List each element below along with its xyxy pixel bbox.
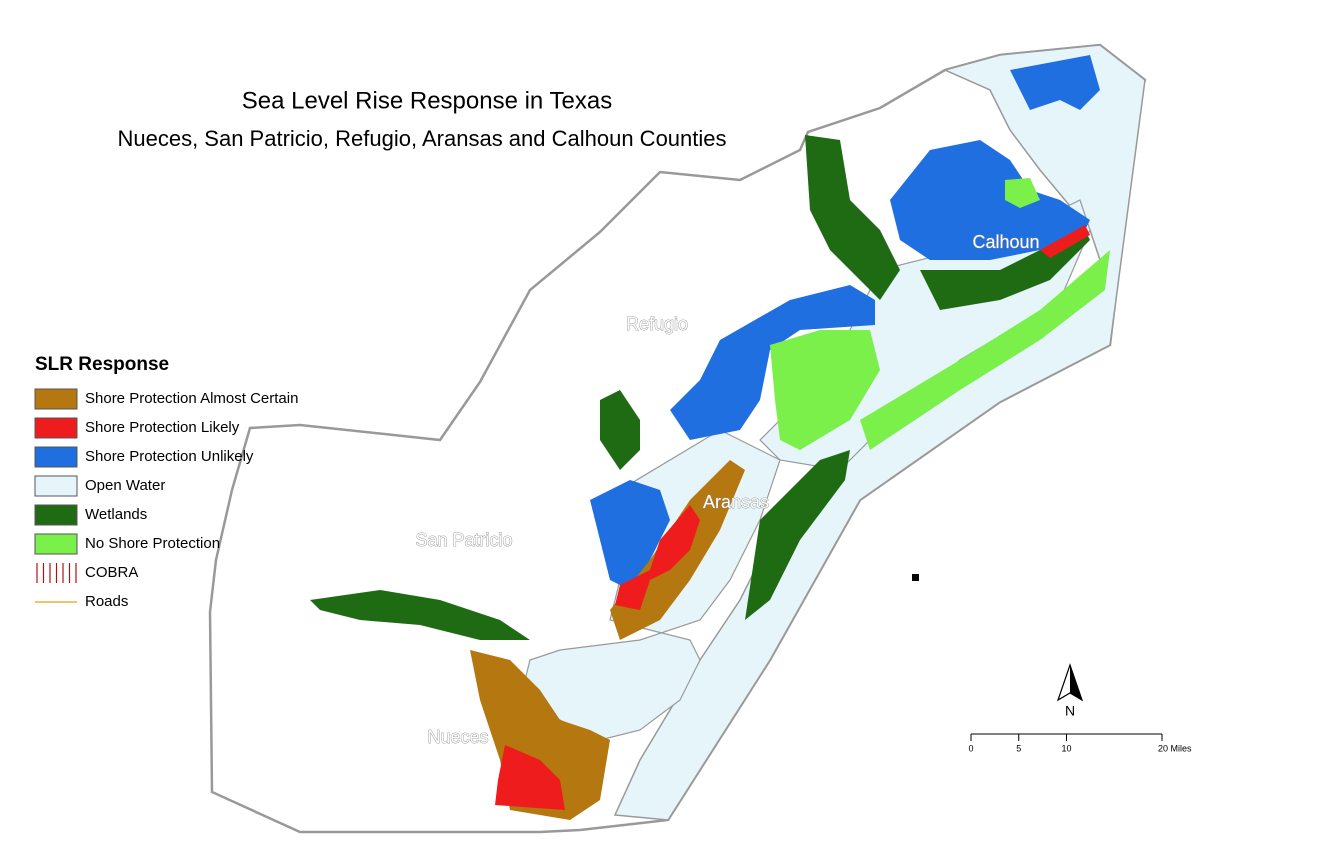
- legend-swatch: [34, 388, 78, 410]
- subtitle: Nueces, San Patricio, Refugio, Aransas a…: [117, 126, 726, 151]
- county-label: Aransas: [703, 492, 769, 512]
- shore-protection-unlikely: [890, 140, 1090, 260]
- wetlands: [805, 135, 900, 300]
- legend-label: Roads: [85, 593, 128, 610]
- county-label: Refugio: [626, 314, 688, 334]
- legend-label: No Shore Protection: [85, 535, 220, 552]
- marker: [912, 574, 919, 581]
- legend-swatch: [34, 533, 78, 555]
- no-shore-protection: [770, 330, 880, 450]
- legend: Shore Protection Almost Certain Shore Pro…: [34, 388, 298, 610]
- county-label: Nueces: [427, 727, 488, 747]
- scale-label: 20 Miles: [1158, 743, 1192, 753]
- scale-label: 5: [1016, 743, 1021, 753]
- legend-label: Open Water: [85, 477, 165, 494]
- title: Sea Level Rise Response in Texas: [242, 87, 612, 114]
- wetlands: [920, 220, 1090, 310]
- scale-bar: 0 5 10 20 Miles: [968, 733, 1192, 753]
- shore-protection-likely: [615, 505, 700, 610]
- legend-swatch: [34, 475, 78, 497]
- shore-protection-unlikely: [1010, 55, 1100, 110]
- legend-title: SLR Response: [35, 354, 169, 375]
- legend-label: Shore Protection Almost Certain: [85, 390, 298, 407]
- scale-label: 10: [1061, 743, 1071, 753]
- shore-protection-likely: [495, 745, 565, 810]
- no-shore-protection: [1005, 178, 1040, 208]
- legend-label: COBRA: [85, 564, 138, 581]
- legend-swatch: [34, 446, 78, 468]
- no-shore-protection: [860, 250, 1110, 450]
- shore-protection-unlikely: [670, 285, 875, 440]
- legend-label: Wetlands: [85, 506, 147, 523]
- shore-protection-likely: [1040, 225, 1090, 258]
- legend-label: Shore Protection Likely: [85, 419, 240, 436]
- north-arrow: [1070, 665, 1082, 700]
- legend-label: Shore Protection Unlikely: [85, 448, 254, 465]
- wetlands: [745, 450, 850, 620]
- scale-label: 0: [968, 743, 973, 753]
- wetlands: [600, 390, 640, 470]
- wetlands: [310, 590, 530, 640]
- county-label: Calhoun: [972, 232, 1039, 252]
- north-label: N: [1065, 703, 1075, 719]
- shore-protection-unlikely: [590, 480, 670, 590]
- legend-swatch: [34, 417, 78, 439]
- legend-swatch: [34, 504, 78, 526]
- county-label: San Patricio: [415, 530, 512, 550]
